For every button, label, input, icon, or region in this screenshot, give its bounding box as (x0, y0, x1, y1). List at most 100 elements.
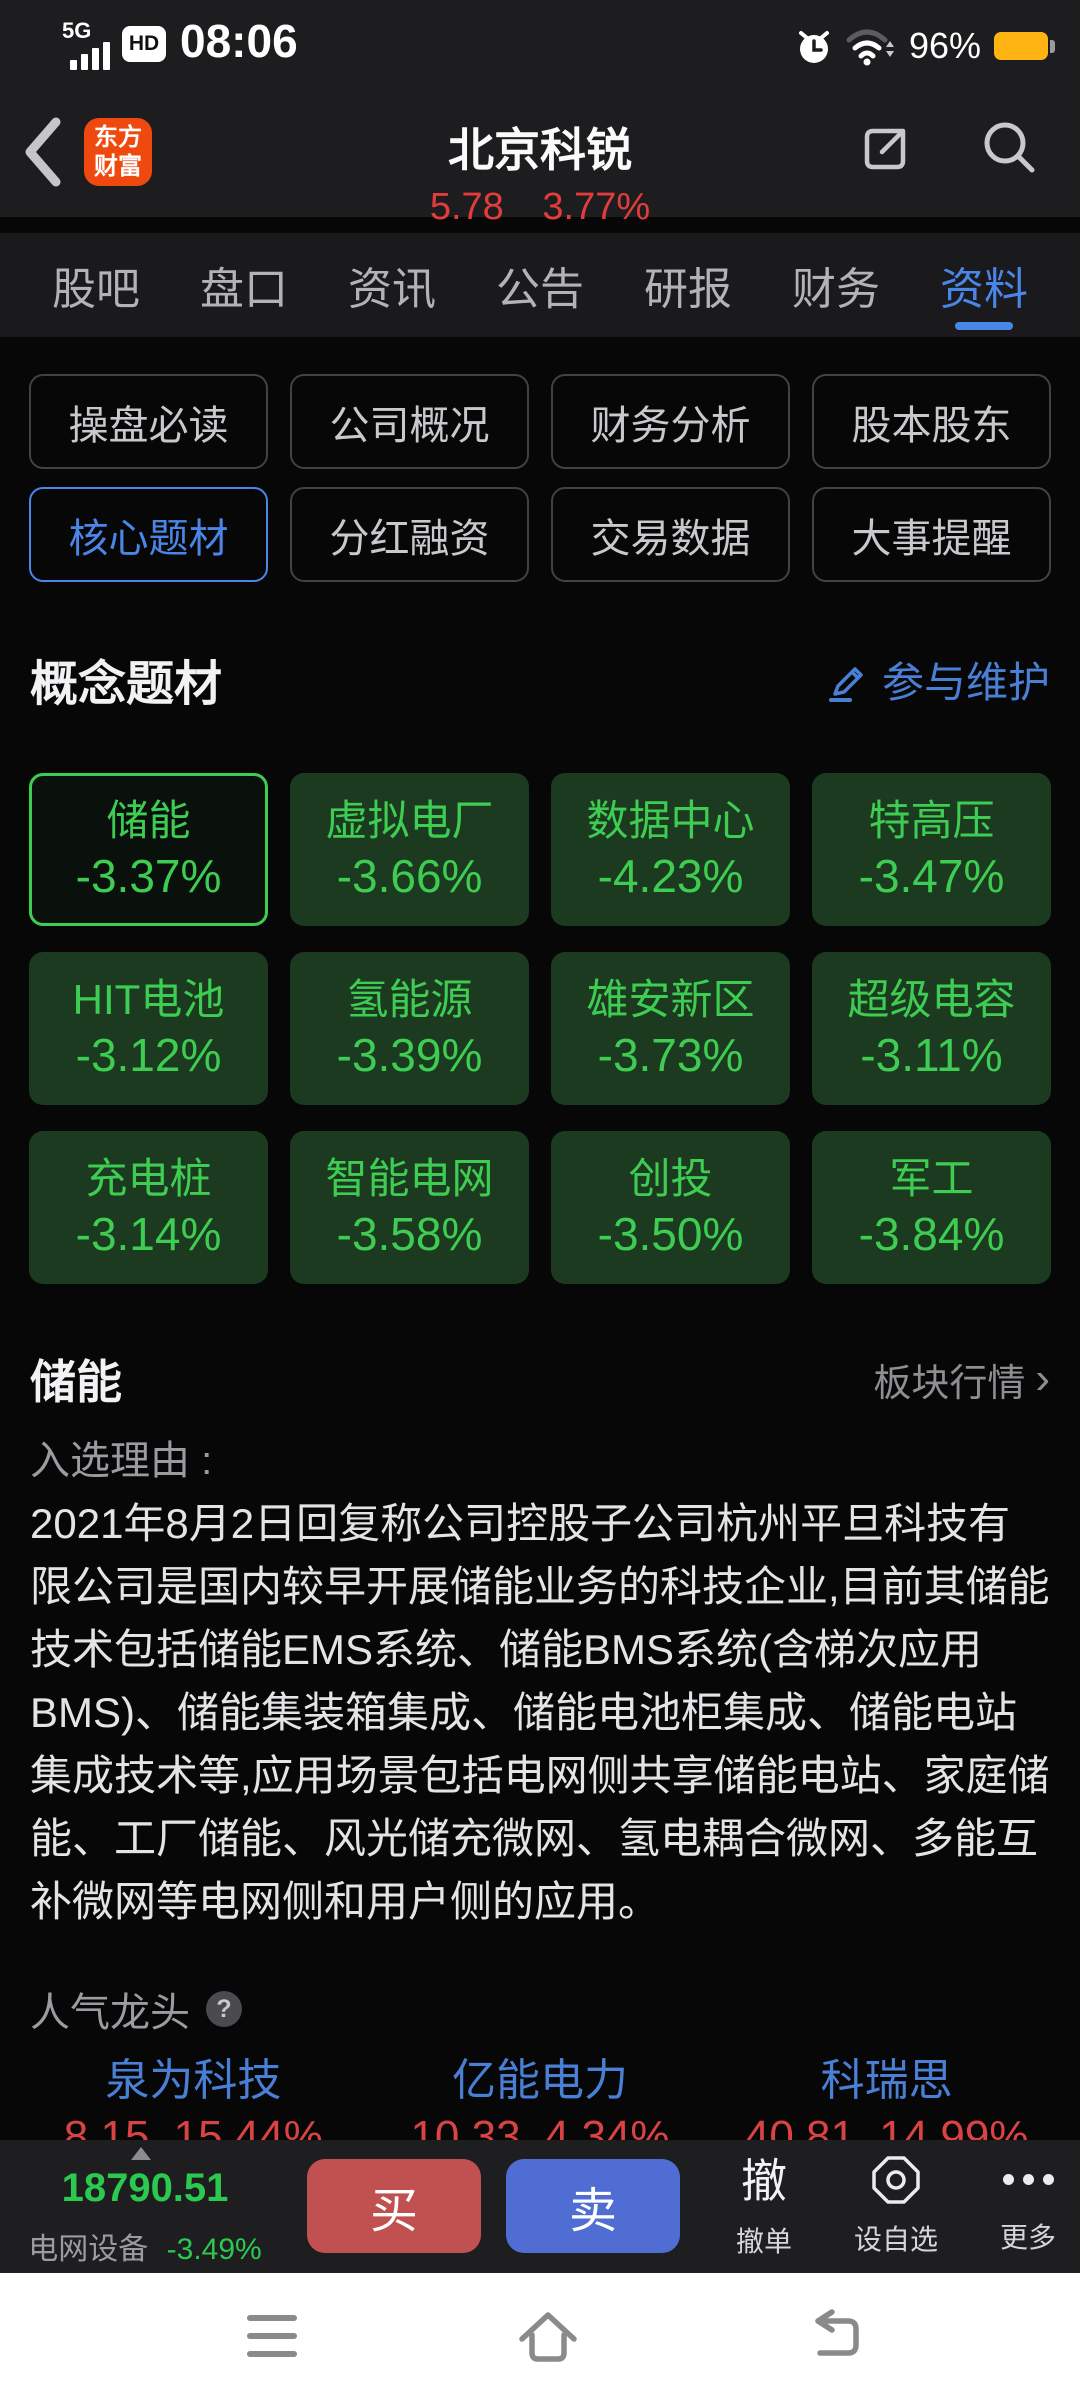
stock-quote: 5.78 3.77% (0, 186, 1080, 229)
tile-shuju-zhongxin[interactable]: 数据中心 -4.23% (551, 773, 791, 926)
btn-caopan-bidu[interactable]: 操盘必读 (29, 374, 268, 469)
tile-chaoji-dianrong[interactable]: 超级电容 -3.11% (812, 952, 1051, 1105)
maintain-link[interactable]: 参与维护 (826, 649, 1050, 710)
concept-title: 概念题材 (30, 658, 223, 711)
btn-label: 操盘必读 (68, 403, 229, 448)
btn-jiaoyi-shuju[interactable]: 交易数据 (551, 487, 790, 582)
sector-change: -3.49% (166, 2233, 262, 2266)
tile-xuni-dianchang[interactable]: 虚拟电厂 -3.66% (290, 773, 530, 926)
btn-label: 股本股东 (851, 403, 1012, 448)
tile-name: 储能 (106, 797, 191, 844)
tile-qingnengyuan[interactable]: 氢能源 -3.39% (290, 952, 529, 1105)
back-nav-button[interactable] (804, 2309, 866, 2363)
tile-zhineng-dianwang[interactable]: 智能电网 -3.58% (290, 1131, 529, 1284)
tile-name: 创投 (628, 1155, 713, 1202)
more-label: 更多 (999, 2222, 1056, 2253)
tile-change: -4.23% (597, 850, 744, 902)
sector-index-value[interactable]: 18790.51 (61, 2166, 229, 2210)
help-icon[interactable]: ? (206, 1991, 242, 2027)
function-button-row-2: 核心题材 分红融资 交易数据 大事提醒 (29, 487, 1051, 582)
back-button[interactable] (20, 116, 66, 188)
tile-name: 氢能源 (346, 976, 473, 1023)
tab-yanbao[interactable]: 研报 (644, 233, 732, 337)
tab-ziliao-active[interactable]: 资料 (940, 233, 1028, 337)
trade-action-bar: 18790.51 电网设备 -3.49% 买 卖 撤 撤单 设自选 更多 (0, 2140, 1080, 2273)
btn-label: 核心题材 (68, 516, 229, 561)
tile-name: 军工 (889, 1155, 974, 1202)
sector-link-label: 板块行情 (873, 1362, 1026, 1405)
hd-badge: HD (122, 26, 166, 62)
tile-change: -3.14% (75, 1208, 222, 1260)
buy-button[interactable]: 买 (307, 2159, 481, 2253)
tab-label: 研报 (644, 265, 732, 314)
tile-name: 充电桩 (85, 1155, 212, 1202)
expand-triangle-icon[interactable] (131, 2147, 151, 2160)
section-tab-bar: 股吧 盘口 资讯 公告 研报 财务 资料 (0, 233, 1080, 337)
tile-name: 智能电网 (325, 1155, 494, 1202)
tile-name: 超级电容 (847, 976, 1016, 1023)
concept-tile-row-3: 充电桩 -3.14% 智能电网 -3.58% 创投 -3.50% 军工 -3.8… (29, 1131, 1051, 1284)
function-button-row-1: 操盘必读 公司概况 财务分析 股本股东 (29, 374, 1051, 469)
battery-percent: 96% (909, 25, 982, 66)
recents-button[interactable] (247, 2315, 297, 2357)
tile-chuangtou[interactable]: 创投 -3.50% (551, 1131, 790, 1284)
tile-xiongan-xinqu[interactable]: 雄安新区 -3.73% (551, 952, 790, 1105)
cancel-order-button[interactable]: 撤 撤单 (714, 2154, 814, 2260)
leader-stock-keruisi[interactable]: 科瑞思 (820, 2056, 953, 2105)
tab-label: 财务 (792, 265, 880, 314)
tile-change: -3.39% (336, 1029, 483, 1081)
tile-jungong[interactable]: 军工 -3.84% (812, 1131, 1051, 1284)
app-logo-line2: 财富 (94, 153, 142, 180)
wifi-icon (846, 29, 894, 66)
stock-price: 5.78 (429, 186, 504, 228)
tile-chongdianzhuang[interactable]: 充电桩 -3.14% (29, 1131, 268, 1284)
tile-tegaoya[interactable]: 特高压 -3.47% (812, 773, 1051, 926)
tab-label: 盘口 (200, 265, 288, 314)
tab-label: 资料 (940, 265, 1028, 314)
tile-name: 数据中心 (586, 797, 755, 844)
add-watchlist-button[interactable]: 设自选 (840, 2154, 952, 2258)
signal-strength-icon: 5G (62, 18, 132, 72)
ellipsis-icon (1002, 2154, 1054, 2204)
app-logo[interactable]: 东方 财富 (84, 118, 152, 186)
tile-change: -3.37% (75, 850, 222, 902)
sell-button[interactable]: 卖 (506, 2159, 680, 2253)
leader-stock-yineng-dianli[interactable]: 亿能电力 (452, 2056, 628, 2105)
search-button[interactable] (978, 116, 1040, 178)
tab-label: 公告 (496, 265, 584, 314)
tile-hit-dianchi[interactable]: HIT电池 -3.12% (29, 952, 268, 1105)
network-type-label: 5G (62, 18, 92, 43)
concept-tile-row-2: HIT电池 -3.12% 氢能源 -3.39% 雄安新区 -3.73% 超级电容… (29, 952, 1051, 1105)
btn-fenhong-rongzi[interactable]: 分红融资 (290, 487, 529, 582)
tab-caiwu[interactable]: 财务 (792, 233, 880, 337)
sector-name: 电网设备 (28, 2233, 149, 2266)
detail-section-header: 储能 板块行情 › (30, 1346, 1050, 1412)
sector-summary[interactable]: 电网设备 -3.49% (0, 2224, 290, 2268)
btn-gongsi-gaikuang[interactable]: 公司概况 (290, 374, 529, 469)
btn-dashi-tixing[interactable]: 大事提醒 (812, 487, 1051, 582)
home-button[interactable] (512, 2305, 584, 2367)
maintain-label: 参与维护 (881, 658, 1050, 706)
btn-guben-gudong[interactable]: 股本股东 (812, 374, 1051, 469)
cancel-big-label: 撤 (741, 2155, 787, 2207)
share-button[interactable] (856, 120, 914, 178)
btn-caiwu-fenxi[interactable]: 财务分析 (551, 374, 790, 469)
tile-name: 虚拟电厂 (325, 797, 494, 844)
tile-change: -3.11% (860, 1029, 1003, 1081)
more-button[interactable]: 更多 (972, 2154, 1080, 2256)
tab-label: 资讯 (348, 265, 436, 314)
leader-stock-quanwei-keji[interactable]: 泉为科技 (105, 2056, 282, 2105)
tab-guba[interactable]: 股吧 (52, 233, 140, 337)
tab-zixun[interactable]: 资讯 (348, 233, 436, 337)
pencil-icon (828, 667, 863, 702)
stock-title: 北京科锐 (448, 124, 632, 176)
btn-hexin-ticai-active[interactable]: 核心题材 (29, 487, 268, 582)
tab-pankou[interactable]: 盘口 (200, 233, 288, 337)
tile-change: -3.73% (597, 1029, 744, 1081)
tile-chuneng-selected[interactable]: 储能 -3.37% (29, 773, 269, 926)
tab-gonggao[interactable]: 公告 (496, 233, 584, 337)
btn-label: 分红融资 (329, 516, 490, 561)
sector-quotes-link[interactable]: 板块行情 › (873, 1352, 1050, 1407)
btn-label: 大事提醒 (851, 516, 1012, 561)
